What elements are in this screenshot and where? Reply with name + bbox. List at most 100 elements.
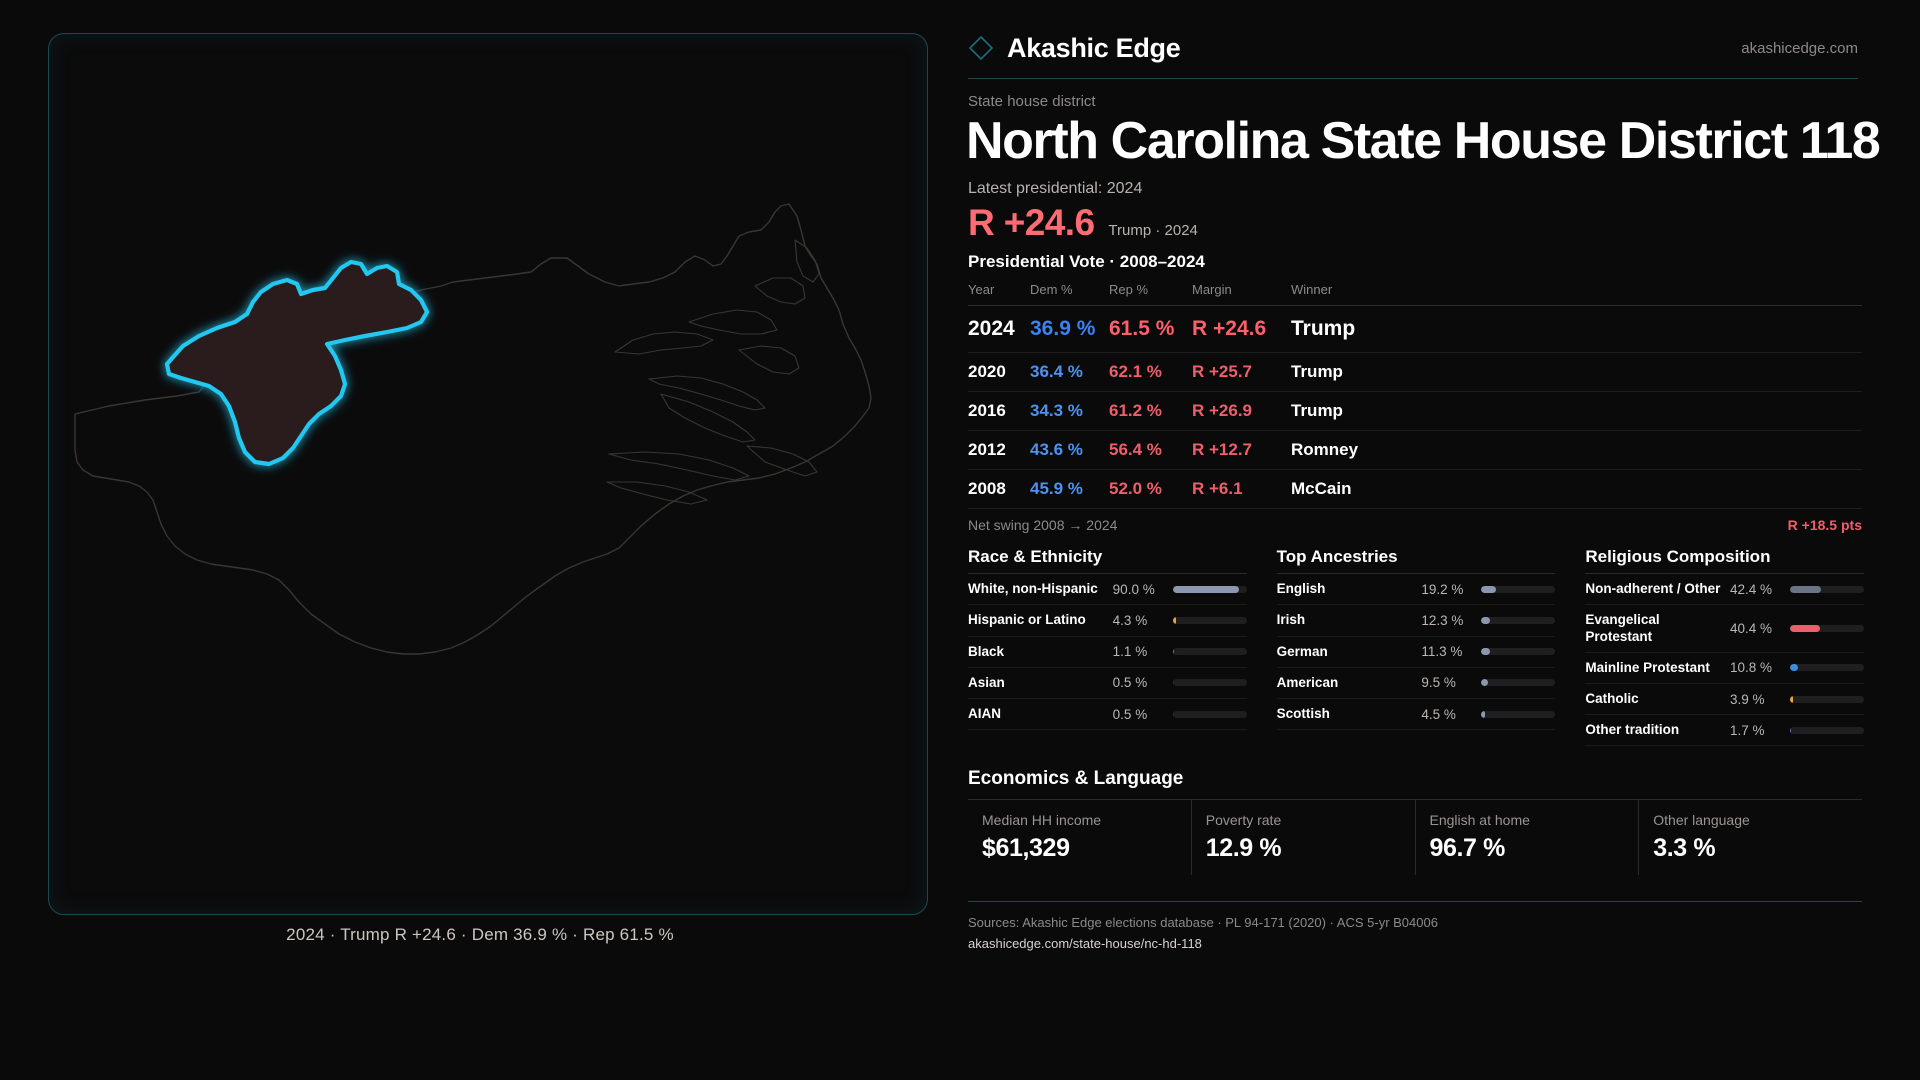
table-row: 2020 36.4 % 62.1 % R +25.7 Trump (968, 352, 1862, 393)
demographics-bar-fill (1172, 710, 1174, 718)
demographics-bar-track (1481, 648, 1556, 656)
table-row: 2016 34.3 % 61.2 % R +26.9 Trump (968, 391, 1862, 432)
cell-winner: Trump (1291, 352, 1862, 393)
page-url[interactable]: akashicedge.com/state-house/nc-hd-118 (968, 936, 1202, 952)
info-column: Akashic Edge akashicedge.com State house… (960, 0, 1920, 1080)
cell-year: 2020 (968, 352, 1030, 393)
cell-margin: R +26.9 (1192, 391, 1291, 432)
column-divider (1585, 573, 1865, 575)
demographics-row: Scottish 4.5 % (1276, 699, 1556, 731)
demographics-bar-track (1481, 617, 1556, 625)
demographics-row: Asian 0.5 % (968, 668, 1247, 699)
demographics-label: Hispanic or Latino (968, 612, 1086, 628)
demographics-bar-fill (1481, 617, 1491, 625)
demographics-column-2: Top Ancestries English 19.2 % Irish 12.3 % Ge… (1276, 547, 1556, 746)
demographics-percent: 4.5 % (1421, 706, 1456, 722)
column-divider (1276, 573, 1556, 575)
demographics-label: American (1276, 674, 1339, 690)
demographics-row: English 19.2 % (1276, 574, 1556, 606)
demographics-bar-fill (1481, 585, 1496, 593)
col-winner: Winner (1291, 282, 1862, 307)
north-carolina-map[interactable] (49, 34, 929, 916)
cell-dem: 36.4 % (1030, 352, 1109, 393)
demographics-label: German (1276, 643, 1328, 659)
demographics-label: Catholic (1585, 690, 1639, 706)
demographics-bar-fill (1790, 695, 1793, 703)
table-header-row: Year Dem % Rep % Margin Winner (968, 282, 1862, 307)
economics-title: Economics & Language (968, 768, 1184, 790)
demographics-bar-fill (1172, 679, 1174, 687)
net-swing-label: Net swing 2008 → 2024 (968, 517, 1118, 534)
headline-margin: R +24.6 (968, 202, 1095, 244)
footer-divider (968, 901, 1862, 903)
economics-label: English at home (1429, 812, 1530, 829)
diamond-outline-icon (968, 35, 994, 61)
economics-cell: Poverty rate 12.9 % (1190, 800, 1415, 876)
column-divider (968, 573, 1247, 575)
cell-winner: Romney (1291, 430, 1862, 471)
demographics-column-title: Religious Composition (1585, 547, 1771, 567)
economics-grid: Median HH income $61,329 Poverty rate 12.9 … (968, 800, 1862, 876)
cell-rep: 52.0 % (1109, 469, 1192, 510)
demographics-percent: 9.5 % (1421, 675, 1456, 691)
cell-dem: 36.9 % (1030, 305, 1109, 354)
demographics-bar-track (1790, 695, 1865, 703)
demographics-bar-fill (1790, 664, 1798, 672)
demographics-label: English (1276, 581, 1326, 597)
cell-year: 2008 (968, 469, 1030, 510)
demographics-bar-fill (1172, 648, 1174, 656)
demographics-bar-track (1172, 585, 1247, 593)
economics-cell: Median HH income $61,329 (968, 800, 1191, 875)
demographics-percent: 0.5 % (1112, 706, 1148, 722)
page-kicker: State house district (968, 93, 1096, 110)
demographics-row: White, non-Hispanic 90.0 % (968, 574, 1247, 606)
cell-winner: Trump (1291, 305, 1862, 354)
demographics-row: Hispanic or Latino 4.3 % (968, 605, 1247, 637)
demographics-bar-track (1790, 625, 1865, 633)
economics-value: $61,329 (982, 834, 1070, 863)
latest-presidential-label: Latest presidential: 2024 (968, 180, 1143, 198)
demographics-bar-track (1172, 710, 1247, 718)
economics-cell: English at home 96.7 % (1414, 800, 1639, 876)
map-panel[interactable] (48, 33, 928, 915)
brand-name: Akashic Edge (1007, 32, 1181, 63)
demographics-row: Irish 12.3 % (1276, 605, 1556, 637)
demographics-percent: 90.0 % (1112, 581, 1155, 597)
demographics-label: Non-adherent / Other (1585, 581, 1721, 597)
demographics-bar-track (1481, 679, 1556, 687)
demographics-percent: 0.5 % (1112, 675, 1148, 691)
demographics-column-3: Religious Composition Non-adherent / Othe… (1585, 547, 1865, 747)
demographics-row: Non-adherent / Other 42.4 % (1585, 574, 1865, 606)
demographics-row: Mainline Protestant 10.8 % (1585, 653, 1865, 684)
highlighted-district[interactable] (164, 259, 430, 467)
brand-site[interactable]: akashicedge.com (1741, 39, 1858, 57)
demographics-label: Black (968, 643, 1005, 659)
presidential-vote-table: Year Dem % Rep % Margin Winner 2024 36.9 … (968, 282, 1862, 510)
demographics-percent: 12.3 % (1421, 613, 1464, 629)
demographics-label: Mainline Protestant (1585, 659, 1710, 675)
outer-banks-detail (606, 239, 820, 505)
demographics-row: Other tradition 1.7 % (1585, 715, 1865, 747)
demographics-columns: Race & Ethnicity White, non-Hispanic 90.0 … (968, 547, 1865, 747)
demographics-row: Evangelical Protestant 40.4 % (1585, 605, 1865, 653)
demographics-percent: 3.9 % (1730, 691, 1765, 707)
col-margin: Margin (1192, 282, 1291, 307)
demographics-bar-fill (1790, 625, 1820, 633)
economics-divider (968, 799, 1862, 801)
cell-margin: R +12.7 (1192, 430, 1291, 471)
demographics-label: AIAN (968, 705, 1001, 721)
cell-winner: Trump (1291, 391, 1862, 432)
economics-label: Other language (1653, 812, 1750, 829)
cell-winner: McCain (1291, 469, 1862, 510)
demographics-bar-track (1790, 726, 1865, 734)
demographics-column-1: Race & Ethnicity White, non-Hispanic 90.0 … (968, 547, 1247, 746)
cell-rep: 56.4 % (1109, 430, 1192, 471)
demographics-percent: 4.3 % (1112, 613, 1148, 629)
demographics-bar-fill (1172, 585, 1240, 593)
net-swing-value: R +18.5 pts (1787, 517, 1862, 534)
cell-margin: R +24.6 (1192, 305, 1291, 354)
table-row: 2012 43.6 % 56.4 % R +12.7 Romney (968, 430, 1862, 471)
demographics-label: Irish (1276, 612, 1306, 628)
demographics-percent: 1.1 % (1112, 644, 1148, 660)
col-year: Year (968, 282, 1030, 307)
